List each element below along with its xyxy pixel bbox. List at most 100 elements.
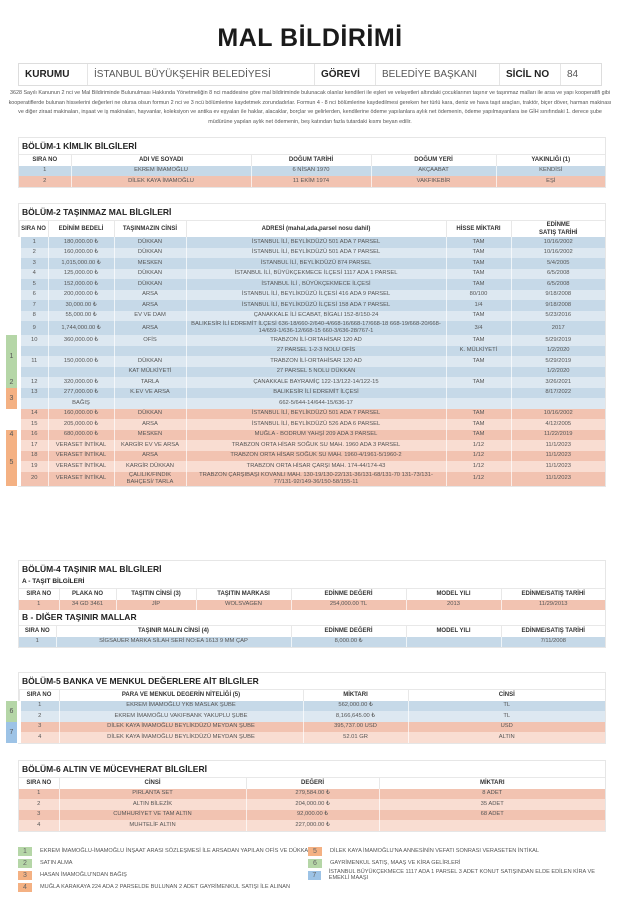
table-cell: USD [407, 721, 605, 732]
table-cell: 20 [31, 475, 38, 481]
table-cell: KENDİSİ [495, 165, 605, 176]
table-cell: İSTANBUL İLİ, BEYLİKDÜZÜ 526 ADA 6 PARSE… [185, 419, 446, 430]
column-header: SIRA NO [19, 777, 59, 789]
table-cell: 30,000.00 ₺ [47, 300, 114, 311]
table-row: 6 200,000.00 ₺ ARSA İSTANBUL İLİ, BEYLİKDÜZ… [6, 289, 605, 300]
table-cell: 1 [18, 700, 59, 711]
section-bolum4: BÖLÜM-4 TAŞINIR MAL BİLGİLERİ A - TAŞIT … [18, 560, 606, 648]
table-cell: DÜKKAN [113, 408, 186, 419]
table-cell: ARSA [113, 450, 186, 461]
column-header: MODEL YILI [405, 625, 501, 637]
table-cell: 205,000.00 ₺ [47, 419, 114, 430]
table-cell: 1 [35, 638, 39, 645]
table-cell: EKREM İMAMOĞLU VAKIFBANK YAKUPLU ŞUBE [58, 711, 303, 722]
table-cell: İSTANBUL İLİ, BEYLİKDÜZÜ İLÇESİ 158 ADA … [185, 300, 446, 311]
table-cell: 11/22/2019 [510, 429, 605, 440]
legend-item: 6 GAYRİMENKUL SATIŞ, MAAŞ VE KİRA GELİRLE… [308, 858, 460, 868]
table-cell: 662-5/644-14/644-15/636-17 [185, 398, 446, 409]
table-cell: EŞİ [495, 176, 605, 187]
table-cell: 10 [18, 335, 48, 346]
table-row: 11 150,000.00 ₺ DÜKKAN TRABZON İLİ-ORTAHİSA… [6, 356, 605, 367]
declarant-header: KURUMU İSTANBUL BÜYÜKŞEHİR BELEDİYESİ GÖ… [18, 63, 602, 86]
table-cell: 27 PARSEL 1-2-3 NOLU OFİS [185, 345, 446, 356]
table-cell: 6 [18, 289, 48, 300]
table-cell: 10/16/2002 [510, 247, 605, 258]
legend-text: EKREM İMAMOĞLU-İMAMOĞLU İNŞAAT ARASI SÖZ… [40, 848, 313, 854]
table-cell: KARGİR DÜKKAN [113, 461, 186, 472]
column-header: CİNSİ [407, 689, 605, 701]
table-cell: KARGİR EV VE ARSA [113, 440, 186, 451]
table-cell: 8/17/2022 [510, 387, 605, 398]
table-row: 1 PIRLANTA SET 279,584.00 ₺ 8 ADET [19, 788, 605, 799]
table-cell: 200,000.00 ₺ [47, 289, 114, 300]
table-row: 3 13 277,000.00 ₺ K.EV VE ARSA BALIKESİR İLİ… [6, 387, 605, 409]
legend-item: 4 MUĞLA KARAKAYA 224 ADA 2 PARSELDE BULUN… [18, 882, 290, 892]
header-row: SIRA NO CİNSİ DEĞERİ MİKTARI [19, 777, 605, 789]
column-header: EDİNME DEĞERİ [290, 588, 406, 600]
table-cell [510, 398, 605, 409]
table-cell: BAĞIŞ [47, 398, 114, 409]
table-row: 2 12 320,000.00 ₺ TARLA ÇANAKKALE BAYRAMİÇ 1… [6, 377, 605, 388]
legend-number: 4 [18, 882, 32, 892]
gorev-value: BELEDİYE BAŞKANI [375, 64, 500, 85]
table-cell: ALTIN BİLEZİK [58, 799, 246, 810]
table-cell: 1 [43, 167, 47, 174]
table-cell: 150,000.00 ₺ [47, 356, 114, 367]
column-header: EDİNME/SATIŞ TARİHİ [500, 588, 605, 600]
table-cell [113, 398, 186, 409]
table-cell: VERASET İNTİKAL [47, 461, 114, 472]
table-cell: 160,000.00 ₺ [47, 247, 114, 258]
table-row: 1 SİGSAUER MARKA SİLAH SERİ NO:EA 1613 9 … [19, 636, 605, 647]
column-header: SIRA NO [19, 588, 59, 600]
table-cell: BALIKESİR İLİ EDREMİT İLÇESİ [185, 387, 446, 398]
table-cell: 14 [18, 408, 48, 419]
column-header: TAŞITIN MARKASI [195, 588, 291, 600]
vehicle-table: SIRA NO PLAKA NO TAŞITIN CİNSİ (3) TAŞITIN … [19, 588, 605, 610]
table-cell: 11/1/2023 [510, 471, 605, 486]
table-cell [445, 387, 511, 398]
source-strip-empty [6, 419, 21, 430]
table-cell: 10/16/2002 [510, 237, 605, 248]
table-cell: MUĞLA - BODRUM YAHŞİ 209 ADA 3 PARSEL [185, 429, 446, 440]
table-cell: ALTIN [407, 732, 605, 743]
table-cell: 35 ADET [378, 799, 605, 810]
column-header: SIRA NO [19, 154, 71, 166]
table-row: 19 VERASET İNTİKAL KARGİR DÜKKAN TRABZON OR… [6, 461, 605, 472]
table-cell: 320,000.00 ₺ [47, 377, 114, 388]
table-cell: 5/4/2005 [510, 258, 605, 269]
table-cell: TAM [445, 419, 511, 430]
subsection-title: A - TAŞIT BİLGİLERİ [22, 578, 85, 585]
table-cell: 7 [18, 300, 48, 311]
table-cell: 3 [18, 258, 48, 269]
table-cell: 19 [31, 462, 38, 469]
table-cell: 2017 [510, 321, 605, 335]
table-row: 27 PARSEL 1-2-3 NOLU OFİS K. MÜLKİYETİ 1/2… [6, 345, 605, 357]
table-cell: TAM [445, 408, 511, 419]
table-cell: İSTANBUL İLİ , BÜYÜKÇEKMECE İLÇESİ [185, 279, 446, 290]
table-row: 7 3 DİLEK KAYA İMAMOĞLU BEYLİKDÜZÜ MEYDAN … [6, 721, 605, 743]
table-cell: TL [407, 700, 605, 711]
table-cell: 15 [18, 419, 48, 430]
table-cell [378, 820, 605, 831]
column-header: PLAKA NO [58, 588, 116, 600]
table-cell: MUHTELİF ALTIN [58, 820, 246, 831]
section-bolum5: BÖLÜM-5 BANKA VE MENKUL DEĞERLERE AİT Bİ… [6, 672, 606, 744]
section-bolum6: BÖLÜM-6 ALTIN VE MÜCEVHERAT BİLGİLERİ SI… [18, 760, 606, 832]
gorev-label: GÖREVİ [321, 69, 360, 80]
table-cell: DÜKKAN [113, 356, 186, 367]
table-cell: ÇALILIK/FINDIK BAHÇESİ/ TARLA [113, 471, 186, 486]
table-cell [19, 346, 48, 357]
source-strip-empty [6, 247, 21, 258]
section-bolum1: BÖLÜM-1 KİMLİK BİLGİLERİ SIRA NO ADI VE S… [18, 137, 606, 188]
source-strip-empty [6, 268, 21, 279]
table-cell: 3 [18, 721, 59, 732]
table-row: 4 125,000.00 ₺ DÜKKAN İSTANBUL İLİ, BÜYÜKÇE… [6, 268, 605, 279]
table-cell: 9/18/2008 [510, 289, 605, 300]
legend-number: 5 [308, 846, 322, 856]
table-row: 9 1,744,000.00 ₺ ARSA BALIKESİR İLİ EDREMİT… [6, 321, 605, 335]
table-cell: TAM [445, 335, 511, 346]
table-cell: MESKEN [113, 429, 186, 440]
table-cell: DİLEK KAYA İMAMOĞLU [70, 176, 251, 187]
table-cell: VERASET İNTİKAL [47, 440, 114, 451]
table-cell: İSTANBUL İLİ, BEYLİKDÜZÜ 501 ADA 7 PARSE… [185, 408, 446, 419]
